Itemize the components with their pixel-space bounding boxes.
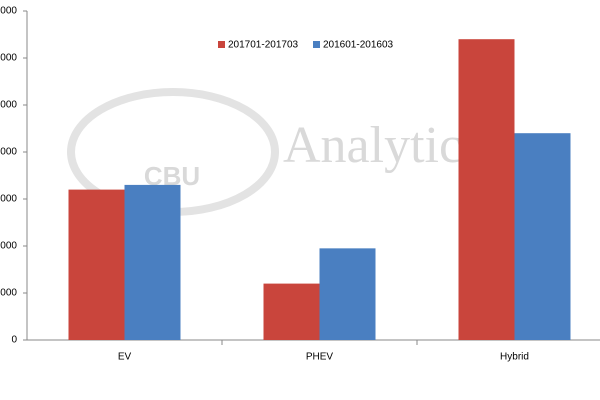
y-tick-label: 70000 bbox=[0, 6, 17, 17]
legend-label: 201701-201703 bbox=[228, 40, 299, 51]
y-tick-label: 60000 bbox=[0, 53, 17, 64]
bar bbox=[124, 184, 181, 340]
legend-label: 201601-201603 bbox=[323, 40, 394, 51]
y-tick-label: 0 bbox=[11, 335, 17, 346]
x-tick-label: Hybrid bbox=[500, 352, 529, 363]
legend-swatch bbox=[313, 41, 320, 48]
bar bbox=[68, 189, 125, 340]
y-tick-label: 10000 bbox=[0, 288, 17, 299]
y-tick-label: 20000 bbox=[0, 241, 17, 252]
y-tick-label: 50000 bbox=[0, 100, 17, 111]
y-tick-label: 30000 bbox=[0, 194, 17, 205]
y-tick-label: 40000 bbox=[0, 147, 17, 158]
watermark-text: Analytics bbox=[283, 117, 482, 174]
legend-swatch bbox=[218, 41, 225, 48]
x-tick-label: EV bbox=[118, 352, 132, 363]
bar bbox=[458, 39, 515, 340]
bar bbox=[319, 248, 376, 340]
bar bbox=[514, 133, 571, 340]
bar bbox=[263, 283, 320, 340]
x-tick-label: PHEV bbox=[306, 352, 334, 363]
